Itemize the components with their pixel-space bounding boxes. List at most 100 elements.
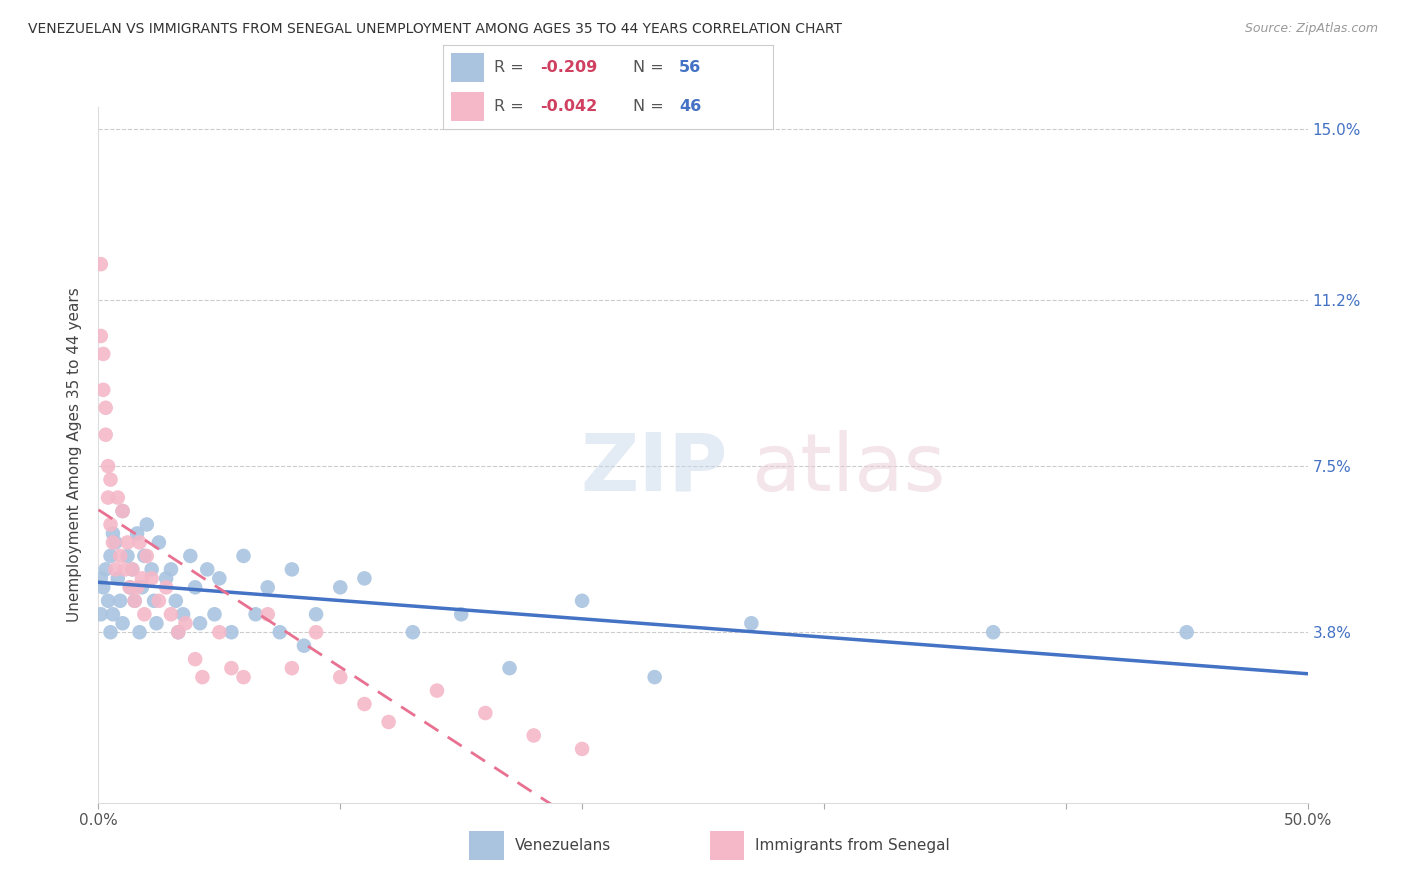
Point bbox=[104, 535, 127, 549]
Point bbox=[90, 571, 112, 585]
Point bbox=[135, 549, 157, 563]
Point bbox=[195, 562, 218, 576]
Point bbox=[108, 549, 131, 563]
Point bbox=[100, 625, 122, 640]
Point bbox=[124, 594, 146, 608]
Point bbox=[160, 562, 183, 576]
Point bbox=[97, 459, 120, 474]
Text: VENEZUELAN VS IMMIGRANTS FROM SENEGAL UNEMPLOYMENT AMONG AGES 35 TO 44 YEARS COR: VENEZUELAN VS IMMIGRANTS FROM SENEGAL UN… bbox=[28, 22, 842, 37]
Point bbox=[121, 562, 143, 576]
Point bbox=[94, 427, 117, 442]
Point bbox=[450, 607, 472, 622]
Point bbox=[174, 616, 197, 631]
Point bbox=[101, 526, 124, 541]
Point bbox=[281, 562, 304, 576]
Point bbox=[118, 580, 141, 594]
Point bbox=[221, 661, 243, 675]
Point bbox=[111, 616, 134, 631]
Point bbox=[208, 571, 231, 585]
Point bbox=[121, 562, 143, 576]
Text: N =: N = bbox=[633, 60, 669, 75]
Point bbox=[111, 504, 134, 518]
Point bbox=[100, 549, 122, 563]
Point bbox=[111, 504, 134, 518]
Point bbox=[245, 607, 267, 622]
Point bbox=[172, 607, 194, 622]
Point bbox=[101, 607, 124, 622]
Point bbox=[97, 594, 120, 608]
Point bbox=[232, 549, 254, 563]
Bar bbox=[451, 92, 484, 120]
Point bbox=[269, 625, 291, 640]
Point bbox=[128, 535, 150, 549]
Point bbox=[292, 639, 315, 653]
Point bbox=[165, 594, 187, 608]
Point bbox=[188, 616, 211, 631]
Text: Immigrants from Senegal: Immigrants from Senegal bbox=[755, 838, 950, 853]
Point bbox=[281, 661, 304, 675]
Point bbox=[131, 571, 153, 585]
Point bbox=[91, 383, 114, 397]
Text: R =: R = bbox=[494, 60, 529, 75]
Point bbox=[256, 607, 278, 622]
Point bbox=[377, 714, 399, 729]
Text: 46: 46 bbox=[679, 99, 702, 114]
Point bbox=[97, 491, 120, 505]
Point bbox=[94, 562, 117, 576]
Point bbox=[91, 580, 114, 594]
Point bbox=[184, 580, 207, 594]
Point bbox=[104, 562, 127, 576]
Point bbox=[256, 580, 278, 594]
Point bbox=[191, 670, 214, 684]
Point bbox=[90, 607, 112, 622]
Text: -0.209: -0.209 bbox=[540, 60, 598, 75]
Text: R =: R = bbox=[494, 99, 529, 114]
Point bbox=[208, 625, 231, 640]
Text: N =: N = bbox=[633, 99, 669, 114]
Point bbox=[155, 580, 177, 594]
Point bbox=[107, 571, 129, 585]
Point bbox=[155, 571, 177, 585]
Point bbox=[141, 571, 163, 585]
Text: Source: ZipAtlas.com: Source: ZipAtlas.com bbox=[1244, 22, 1378, 36]
Bar bbox=[451, 54, 484, 82]
Point bbox=[134, 607, 156, 622]
Point bbox=[91, 347, 114, 361]
Bar bbox=[710, 831, 745, 860]
Point bbox=[101, 535, 124, 549]
Point bbox=[160, 607, 183, 622]
Point bbox=[90, 329, 112, 343]
Point bbox=[1175, 625, 1198, 640]
Point bbox=[305, 607, 328, 622]
Point bbox=[114, 562, 136, 576]
Point bbox=[232, 670, 254, 684]
Text: -0.042: -0.042 bbox=[540, 99, 598, 114]
Point bbox=[127, 526, 149, 541]
Point bbox=[329, 580, 352, 594]
Point bbox=[124, 594, 146, 608]
Point bbox=[644, 670, 666, 684]
Point bbox=[498, 661, 520, 675]
Point bbox=[108, 594, 131, 608]
Point bbox=[167, 625, 190, 640]
Point bbox=[305, 625, 328, 640]
Bar bbox=[470, 831, 505, 860]
Point bbox=[90, 257, 112, 271]
Point bbox=[148, 594, 170, 608]
Point bbox=[145, 616, 167, 631]
Point bbox=[143, 594, 166, 608]
Point bbox=[571, 742, 593, 756]
Point bbox=[981, 625, 1004, 640]
Text: 56: 56 bbox=[679, 60, 702, 75]
Point bbox=[107, 491, 129, 505]
Point bbox=[221, 625, 243, 640]
Point bbox=[128, 625, 150, 640]
Point bbox=[117, 535, 139, 549]
Point bbox=[402, 625, 425, 640]
Point bbox=[117, 549, 139, 563]
Text: ZIP: ZIP bbox=[579, 430, 727, 508]
Point bbox=[740, 616, 762, 631]
Point bbox=[100, 473, 122, 487]
Point bbox=[426, 683, 449, 698]
Point bbox=[184, 652, 207, 666]
